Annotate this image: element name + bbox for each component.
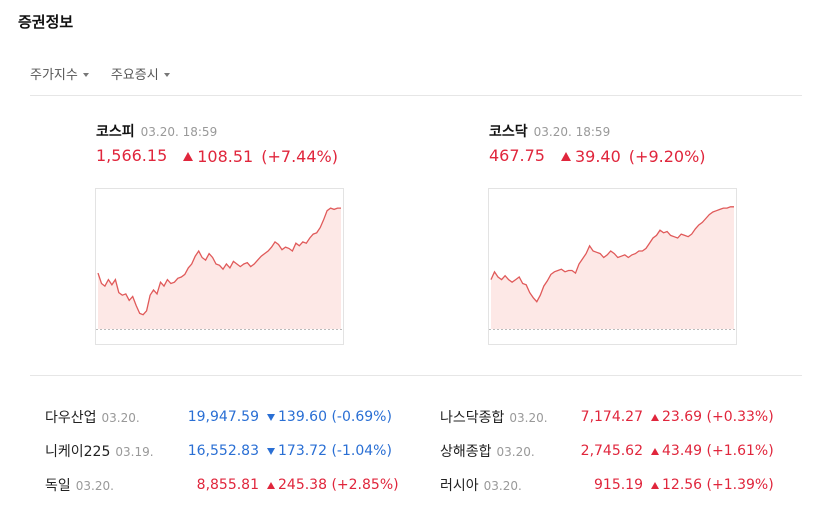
market-change: 43.49 bbox=[662, 443, 703, 459]
tab-major-markets[interactable]: 주요증시 bbox=[111, 64, 170, 83]
market-name: 상해종합 bbox=[440, 444, 492, 460]
tab-major-markets-label: 주요증시 bbox=[110, 68, 159, 83]
kospi-sparkline bbox=[96, 207, 343, 330]
market-row[interactable]: 나스닥종합 03.20. 7,174.27 23.69 (+0.33%) bbox=[440, 400, 774, 434]
market-tabs: 주가지수 주요증시 bbox=[30, 64, 170, 83]
up-arrow-icon bbox=[651, 447, 659, 455]
index-price: 467.75 bbox=[489, 146, 545, 165]
market-name: 다우산업 bbox=[45, 410, 97, 426]
sparkline-area bbox=[98, 208, 341, 329]
up-arrow-icon bbox=[651, 481, 659, 489]
index-chart-kosdaq[interactable] bbox=[488, 188, 737, 345]
market-change: 139.60 bbox=[278, 409, 327, 425]
up-arrow-icon bbox=[560, 152, 571, 161]
market-change: 245.38 bbox=[278, 477, 327, 493]
market-price: 915.19 bbox=[594, 477, 643, 493]
index-time: 03.20. 18:59 bbox=[140, 125, 218, 139]
market-change: 173.72 bbox=[278, 443, 327, 459]
page-title: 증권정보 bbox=[18, 13, 74, 31]
market-list-right: 나스닥종합 03.20. 7,174.27 23.69 (+0.33%) 상해종합… bbox=[440, 400, 774, 502]
market-date: 03.19. bbox=[115, 445, 154, 459]
market-change-percent: (+1.61%) bbox=[706, 443, 774, 459]
index-change-percent: (+9.20%) bbox=[628, 147, 706, 166]
index-time: 03.20. 18:59 bbox=[533, 125, 611, 139]
market-change-percent: (-0.69%) bbox=[331, 409, 392, 425]
market-list-left: 다우산업 03.20. 19,947.59 139.60 (-0.69%) 니케이… bbox=[45, 400, 399, 502]
index-price: 1,566.15 bbox=[96, 146, 168, 165]
market-date: 03.20. bbox=[509, 411, 548, 425]
kosdaq-sparkline bbox=[489, 206, 736, 330]
up-arrow-icon bbox=[651, 413, 659, 421]
down-arrow-icon bbox=[267, 413, 275, 421]
market-change-percent: (+0.33%) bbox=[706, 409, 774, 425]
market-change-percent: (-1.04%) bbox=[331, 443, 392, 459]
index-card-kospi[interactable]: 코스피 03.20. 18:59 1,566.15 108.51 (+7.44%… bbox=[96, 121, 356, 170]
market-price: 7,174.27 bbox=[580, 409, 643, 425]
market-date: 03.20. bbox=[496, 445, 535, 459]
market-row[interactable]: 다우산업 03.20. 19,947.59 139.60 (-0.69%) bbox=[45, 400, 399, 434]
up-arrow-icon bbox=[267, 481, 275, 489]
market-name: 나스닥종합 bbox=[440, 410, 505, 426]
sparkline-area bbox=[491, 206, 734, 329]
market-row[interactable]: 니케이225 03.19. 16,552.83 173.72 (-1.04%) bbox=[45, 434, 399, 468]
market-date: 03.20. bbox=[483, 479, 522, 493]
market-date: 03.20. bbox=[101, 411, 140, 425]
market-name: 독일 bbox=[45, 478, 71, 494]
market-change: 12.56 bbox=[662, 477, 703, 493]
market-name: 니케이225 bbox=[45, 444, 111, 460]
market-change-percent: (+1.39%) bbox=[706, 477, 774, 493]
market-price: 19,947.59 bbox=[187, 409, 259, 425]
index-change: 39.40 bbox=[574, 147, 621, 166]
market-row[interactable]: 상해종합 03.20. 2,745.62 43.49 (+1.61%) bbox=[440, 434, 774, 468]
index-change-percent: (+7.44%) bbox=[261, 147, 338, 166]
market-name: 러시아 bbox=[440, 478, 479, 494]
index-card-kosdaq[interactable]: 코스닥 03.20. 18:59 467.75 39.40 (+9.20%) bbox=[489, 121, 749, 170]
divider bbox=[30, 95, 802, 96]
market-row[interactable]: 독일 03.20. 8,855.81 245.38 (+2.85%) bbox=[45, 468, 399, 502]
index-chart-kospi[interactable] bbox=[95, 188, 344, 345]
tab-index[interactable]: 주가지수 bbox=[30, 64, 89, 83]
index-name: 코스닥 bbox=[489, 124, 528, 140]
market-price: 2,745.62 bbox=[580, 443, 643, 459]
up-arrow-icon bbox=[183, 152, 194, 161]
market-price: 8,855.81 bbox=[196, 477, 259, 493]
down-arrow-icon bbox=[267, 447, 275, 455]
caret-down-icon bbox=[163, 72, 170, 77]
market-date: 03.20. bbox=[75, 479, 114, 493]
market-change-percent: (+2.85%) bbox=[331, 477, 399, 493]
sparkline-line bbox=[490, 206, 734, 303]
index-change: 108.51 bbox=[197, 147, 254, 166]
market-row[interactable]: 러시아 03.20. 915.19 12.56 (+1.39%) bbox=[440, 468, 774, 502]
divider bbox=[30, 375, 802, 376]
index-name: 코스피 bbox=[96, 124, 135, 140]
market-change: 23.69 bbox=[662, 409, 703, 425]
caret-down-icon bbox=[82, 72, 89, 77]
sparkline-line bbox=[97, 207, 341, 316]
market-price: 16,552.83 bbox=[187, 443, 259, 459]
tab-index-label: 주가지수 bbox=[30, 68, 78, 83]
